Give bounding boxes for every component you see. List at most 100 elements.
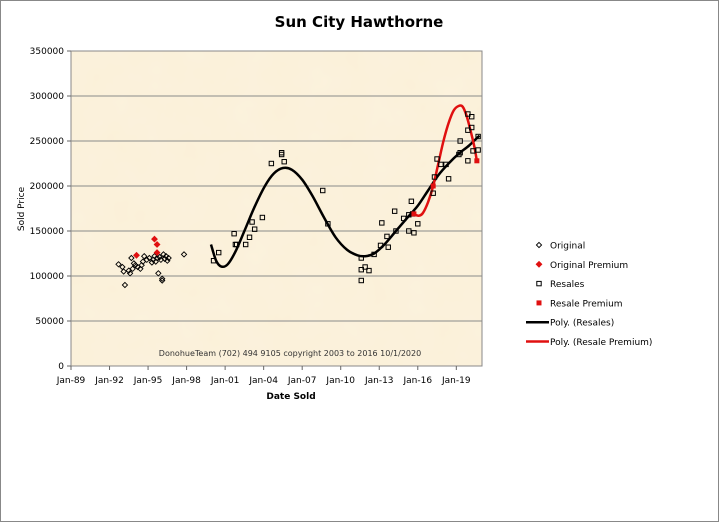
data-point-resales [443,161,449,168]
legend-marker [536,300,542,306]
data-point-original [131,261,139,269]
data-point-original-premium [153,241,161,248]
x-tick-label: Jan-98 [171,376,201,386]
y-tick-label: 300000 [30,92,65,102]
data-point-resales [469,124,475,131]
legend-label: Original [550,242,585,252]
data-point-original [115,261,122,268]
data-point-original [158,277,166,284]
data-point-resale-premium [430,183,436,189]
data-point-resales [246,234,253,241]
legend-marker [535,241,543,249]
data-point-original [155,270,162,277]
data-point-resales [438,161,444,168]
data-point-original [143,256,151,264]
data-point-resales [393,228,399,234]
data-point-resale-premium [411,211,417,217]
y-tick-label: 350000 [30,47,65,57]
data-point-resales [434,156,440,162]
data-point-resales [431,174,438,180]
data-point-resales [259,214,266,221]
data-point-original [140,252,148,260]
data-point-resales [278,151,285,158]
data-point-resales [358,255,364,261]
data-point-resales [242,241,249,248]
data-point-original-premium [151,235,158,243]
data-point-resales [415,221,421,227]
data-point-original [120,268,127,275]
legend-marker [535,260,543,268]
data-point-resales [475,133,481,140]
data-point-original [126,270,134,277]
data-point-resales [445,176,452,182]
x-tick-label: Jan-04 [248,376,278,386]
data-point-resales [379,220,385,226]
data-point-original [153,254,161,262]
data-point-resales [251,226,258,232]
data-point-resales [475,147,481,153]
copyright-annotation: DonohueTeam (702) 494 9105 copyright 200… [159,349,421,358]
data-point-resales [430,190,436,196]
plot-texture [71,51,482,366]
y-tick-label: 200000 [30,182,65,192]
y-tick-label: 50000 [35,317,64,327]
legend-marker [536,280,542,287]
data-point-resales [377,242,384,249]
legend-label: Poly. (Resale Premium) [550,338,652,348]
data-point-original [129,265,136,273]
x-tick-label: Jan-16 [402,376,432,386]
data-point-resales [469,114,475,120]
data-point-original [180,251,188,258]
x-tick-label: Jan-95 [133,376,163,386]
data-point-resales [384,233,390,240]
data-point-resales [411,230,417,236]
chart-title: Sun City Hawthorne [275,13,444,31]
data-point-original [156,253,163,261]
y-axis-label: Sold Price [17,186,27,231]
data-point-resales [210,258,217,264]
trendline-poly-resale-premium- [411,104,479,218]
data-point-resales [408,198,415,205]
x-tick-label: Jan-92 [94,376,124,386]
data-point-resales [406,212,412,218]
legend-label: Poly. (Resales) [550,319,614,329]
y-tick-label: 0 [58,362,64,372]
x-tick-label: Jan-19 [441,376,471,386]
y-tick-label: 100000 [30,272,65,282]
y-tick-label: 150000 [30,227,65,237]
x-tick-label: Jan-13 [364,376,394,386]
data-point-original [165,254,172,262]
data-point-resales [457,150,463,156]
data-point-resales [465,158,471,164]
data-point-resale-premium [474,158,480,164]
data-point-original [146,254,153,262]
x-tick-label: Jan-07 [287,376,317,386]
data-point-resales [281,159,287,165]
x-axis-label: Date Sold [266,392,315,402]
data-point-resales [362,264,368,270]
data-point-resales [406,228,412,234]
data-point-resales [385,244,391,250]
data-point-resales [470,148,476,154]
x-tick-label: Jan-01 [210,376,240,386]
data-point-resales [358,277,364,284]
data-point-resales [320,187,326,194]
data-point-resales [371,251,377,258]
data-point-resales [358,267,364,273]
legend-label: Original Premium [550,261,628,271]
data-point-original [151,252,158,260]
data-point-resales [457,138,463,144]
x-tick-label: Jan-10 [325,376,355,386]
data-point-resales [325,221,331,227]
y-tick-label: 250000 [30,137,65,147]
data-point-original-premium [133,251,140,259]
x-tick-label: Jan-89 [56,376,86,386]
data-point-original [158,275,166,282]
legend-label: Resale Premium [550,299,623,309]
data-point-resales [391,208,398,214]
data-point-resales [233,241,240,248]
legend-label: Resales [550,280,585,290]
plot-border [70,50,483,367]
